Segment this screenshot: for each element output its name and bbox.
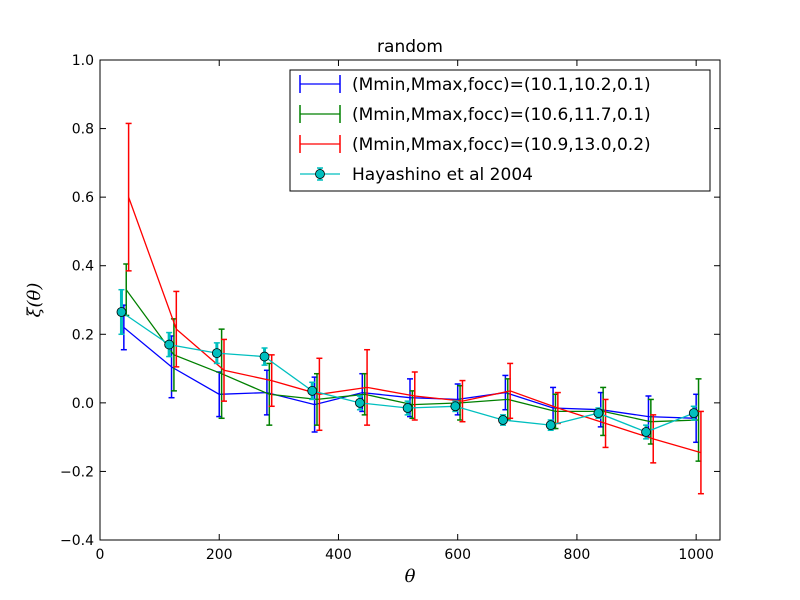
series-1: [123, 263, 702, 462]
y-tick-label: −0.2: [60, 464, 94, 480]
series-3: [116, 288, 699, 440]
data-point: [355, 397, 365, 408]
x-tick-label: 0: [96, 547, 105, 563]
data-point: [545, 420, 556, 431]
chart-title: random: [377, 37, 443, 57]
x-axis-label: θ: [405, 566, 416, 587]
data-point: [688, 408, 699, 419]
x-tick-label: 400: [325, 547, 352, 563]
plot-frame: [99, 59, 721, 541]
legend-item: (Mmin,Mmax,focc)=(10.9,13.0,0.2): [299, 135, 651, 155]
data-point: [307, 385, 318, 396]
legend-item: Hayashino et al 2004: [300, 165, 533, 185]
x-tick-label: 800: [564, 547, 591, 563]
data-point: [116, 307, 127, 317]
series-2: [125, 122, 704, 495]
y-tick-label: 0.2: [72, 327, 94, 343]
x-tick-label: 600: [444, 547, 471, 563]
legend: (Mmin,Mmax,focc)=(10.1,10.2,0.1) (Mmin,Mm…: [289, 69, 711, 192]
data-point: [402, 403, 413, 413]
data-point: [211, 348, 222, 359]
data-point: [498, 415, 508, 425]
legend-item: (Mmin,Mmax,focc)=(10.6,11.7,0.1): [299, 105, 651, 125]
data-point: [164, 339, 175, 350]
y-tick-label: 0.6: [72, 190, 94, 206]
legend-label: (Mmin,Mmax,focc)=(10.1,10.2,0.1): [352, 75, 651, 95]
series-line: [125, 289, 699, 423]
ticks-layer: 0 200 400 600 800 1000 −0.4 −0.2 0.0 0.2 0.4 0.6 0.8…: [60, 53, 720, 563]
legend-box: [289, 69, 711, 192]
legend-label: (Mmin,Mmax,focc)=(10.9,13.0,0.2): [352, 135, 651, 155]
y-tick-label: −0.4: [60, 533, 94, 549]
legend-item: (Mmin,Mmax,focc)=(10.1,10.2,0.1): [299, 75, 651, 95]
y-tick-label: 0.0: [72, 396, 94, 412]
data-point: [593, 408, 604, 419]
x-tick-label: 1000: [678, 547, 714, 563]
y-tick-label: 0.4: [72, 259, 94, 275]
y-axis-label: ξ(θ): [24, 283, 45, 318]
legend-swatch-marker: [315, 169, 325, 179]
x-tick-label: 200: [206, 547, 233, 563]
legend-label: Hayashino et al 2004: [352, 165, 533, 185]
data-point: [450, 401, 461, 412]
y-tick-label: 0.8: [72, 122, 94, 138]
y-tick-label: 1.0: [72, 53, 94, 69]
data-point: [259, 351, 270, 362]
series-layer: [116, 122, 704, 495]
series-line: [127, 196, 702, 454]
data-point: [641, 427, 651, 437]
legend-label: (Mmin,Mmax,focc)=(10.6,11.7,0.1): [352, 105, 651, 125]
